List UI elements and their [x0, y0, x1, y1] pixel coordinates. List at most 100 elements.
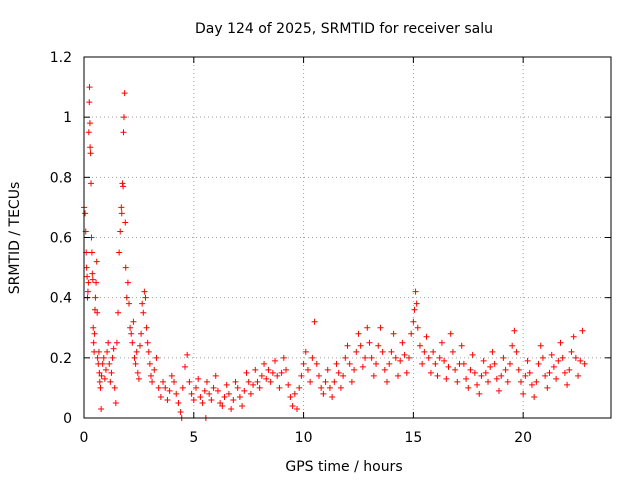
- data-point: [399, 339, 406, 346]
- data-point: [454, 378, 461, 385]
- data-point: [335, 369, 342, 376]
- data-point: [579, 327, 586, 334]
- data-point: [331, 378, 338, 385]
- y-tick-label: 0: [63, 411, 72, 427]
- data-point: [313, 360, 320, 367]
- data-point: [561, 369, 568, 376]
- data-point: [141, 288, 148, 295]
- y-tick-label: 0.4: [50, 291, 72, 307]
- data-point: [252, 366, 259, 373]
- data-point: [117, 228, 124, 235]
- data-point: [564, 381, 571, 388]
- data-point: [179, 384, 186, 391]
- data-point: [219, 402, 226, 409]
- data-point: [366, 339, 373, 346]
- data-point: [108, 369, 115, 376]
- data-point: [550, 363, 557, 370]
- data-point: [162, 384, 169, 391]
- data-point: [228, 405, 235, 412]
- data-point: [309, 354, 316, 361]
- data-point: [493, 375, 500, 382]
- data-point: [143, 324, 150, 331]
- data-point: [425, 354, 432, 361]
- data-point: [388, 348, 395, 355]
- data-point: [285, 381, 292, 388]
- data-point: [128, 330, 135, 337]
- data-point: [269, 369, 276, 376]
- data-point: [85, 129, 92, 136]
- data-point: [84, 288, 91, 295]
- data-point: [432, 360, 439, 367]
- data-point: [340, 372, 347, 379]
- data-point: [355, 330, 362, 337]
- data-point: [122, 264, 129, 271]
- data-point: [324, 366, 331, 373]
- y-tick-label: 0.6: [50, 231, 72, 247]
- data-point: [96, 369, 103, 376]
- data-point: [307, 378, 314, 385]
- data-point: [502, 366, 509, 373]
- data-point: [353, 348, 360, 355]
- data-point: [395, 372, 402, 379]
- data-point: [265, 366, 272, 373]
- data-point: [147, 372, 154, 379]
- data-point: [96, 378, 103, 385]
- data-point: [498, 372, 505, 379]
- data-point: [304, 366, 311, 373]
- data-point: [201, 387, 208, 394]
- data-point: [97, 384, 104, 391]
- data-point: [146, 360, 153, 367]
- data-point: [145, 348, 152, 355]
- data-point: [123, 294, 130, 301]
- data-point: [533, 378, 540, 385]
- data-point: [401, 351, 408, 358]
- data-point: [82, 210, 89, 217]
- data-point: [575, 372, 582, 379]
- data-point: [136, 342, 143, 349]
- data-point: [263, 375, 270, 382]
- data-point: [568, 348, 575, 355]
- data-point: [190, 396, 197, 403]
- data-point: [101, 375, 108, 382]
- data-point: [408, 330, 415, 337]
- data-point: [164, 396, 171, 403]
- data-point: [357, 342, 364, 349]
- data-point: [88, 249, 95, 256]
- data-point: [412, 288, 419, 295]
- data-point: [283, 366, 290, 373]
- data-point: [447, 330, 454, 337]
- data-point: [113, 339, 120, 346]
- x-tick-label: 15: [404, 430, 422, 446]
- data-point: [476, 390, 483, 397]
- data-point: [427, 369, 434, 376]
- data-point: [423, 333, 430, 340]
- data-point: [225, 390, 232, 397]
- data-point: [445, 363, 452, 370]
- data-point: [90, 339, 97, 346]
- data-point: [322, 378, 329, 385]
- data-point: [311, 318, 318, 325]
- data-point: [232, 378, 239, 385]
- data-point: [267, 378, 274, 385]
- data-point: [287, 393, 294, 400]
- data-point: [515, 366, 522, 373]
- data-point: [463, 375, 470, 382]
- data-point: [329, 393, 336, 400]
- data-point: [436, 354, 443, 361]
- data-point: [109, 354, 116, 361]
- data-point: [203, 378, 210, 385]
- data-point: [474, 381, 481, 388]
- data-point: [151, 366, 158, 373]
- data-point: [94, 354, 101, 361]
- data-point: [236, 393, 243, 400]
- data-point: [254, 378, 261, 385]
- data-point: [397, 357, 404, 364]
- data-point: [379, 348, 386, 355]
- data-point: [517, 378, 524, 385]
- y-tick-label: 1: [63, 110, 72, 126]
- data-point: [84, 273, 91, 280]
- data-point: [326, 384, 333, 391]
- data-point: [85, 279, 92, 286]
- data-point: [86, 120, 93, 127]
